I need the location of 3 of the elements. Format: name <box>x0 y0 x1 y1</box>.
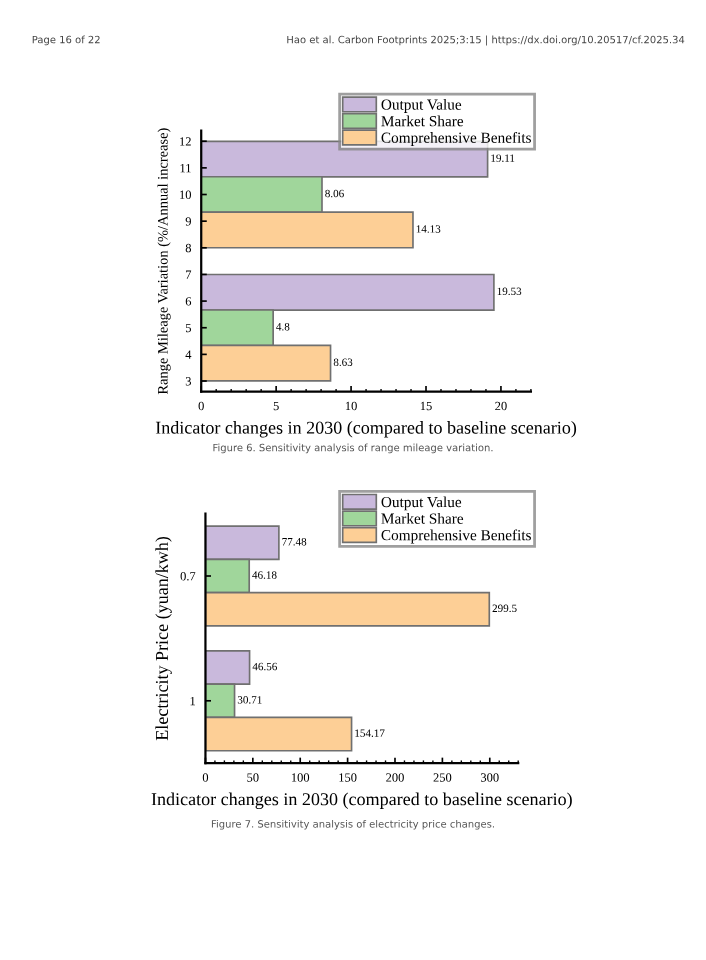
x-axis-title: Indicator changes in 2030 (compared to baseline scenario) <box>155 421 577 438</box>
y-axis-title: Electricity Price (yuan/kwh) <box>155 536 172 741</box>
x-axis-title: Indicator changes in 2030 (compared to baseline scenario) <box>151 792 572 810</box>
